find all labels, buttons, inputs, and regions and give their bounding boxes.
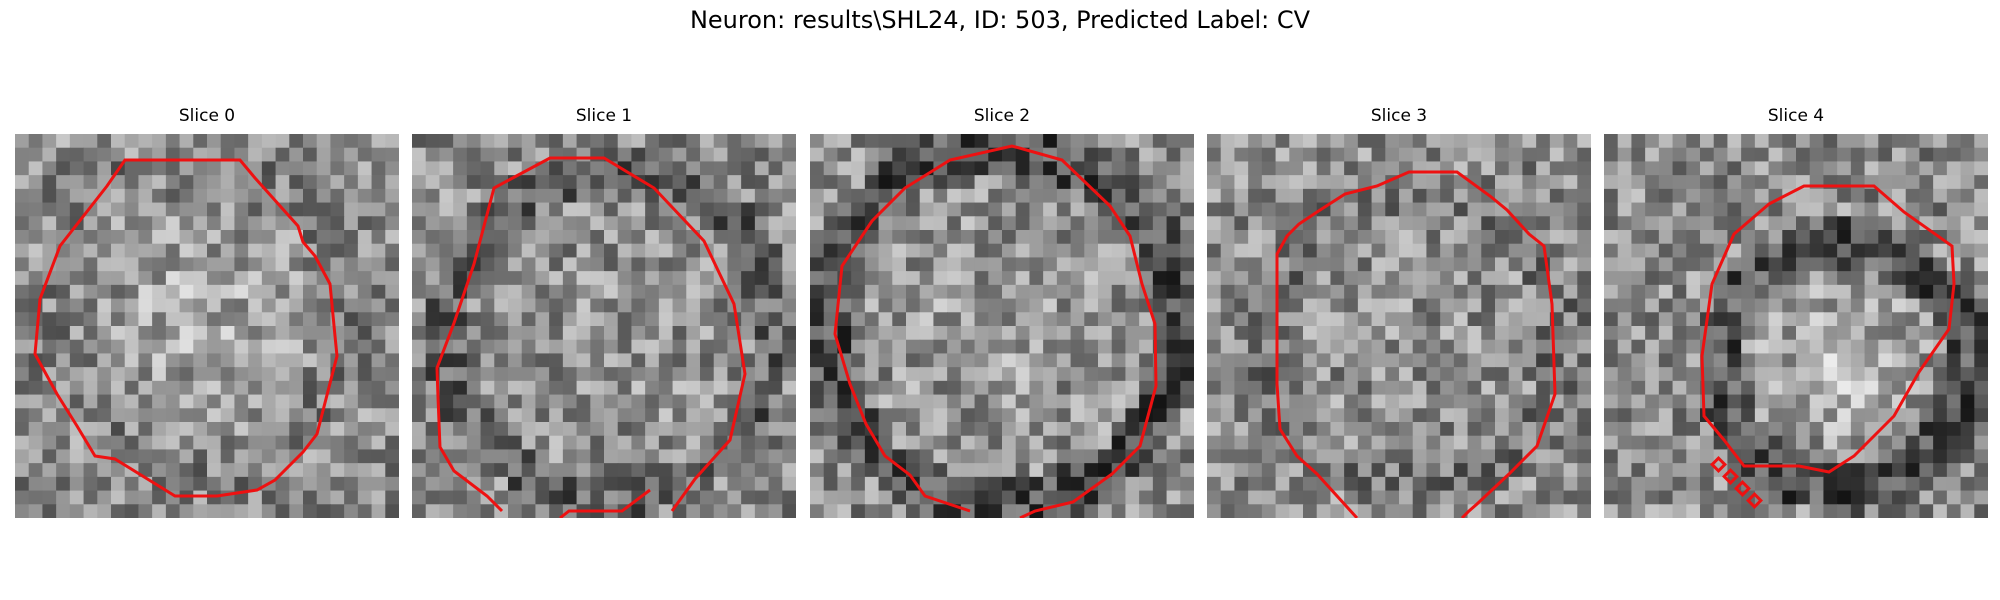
slice-texture-0: [15, 134, 399, 518]
neuron-contour-4: [1700, 184, 1956, 474]
slice-texture-3: [1207, 134, 1591, 518]
neuron-contour-0: [33, 158, 339, 498]
slice-title-2: Slice 2: [973, 106, 1031, 126]
slice-title-3: Slice 3: [1370, 106, 1428, 126]
neuron-contour-1: [435, 156, 747, 513]
slice-image-3: [1207, 134, 1591, 518]
slice-texture-2: [810, 134, 1194, 518]
slice-title-0: Slice 0: [178, 106, 236, 126]
slice-image-1: [412, 134, 796, 518]
slice-image-2: [810, 134, 1194, 518]
slice-texture-4: [1604, 134, 1988, 518]
slice-title-4: Slice 4: [1767, 106, 1825, 126]
slice-image-4: [1604, 134, 1988, 518]
figure-title: Neuron: results\SHL24, ID: 503, Predicte…: [689, 6, 1311, 34]
neuron-contour-2: [833, 144, 1158, 518]
slice-image-0: [15, 134, 399, 518]
contour-fragments-4: [1710, 456, 1763, 509]
neuron-contour-3: [1275, 170, 1557, 518]
slice-title-1: Slice 1: [575, 106, 633, 126]
slice-texture-1: [412, 134, 796, 518]
neuron-contour-1b: [559, 488, 651, 518]
